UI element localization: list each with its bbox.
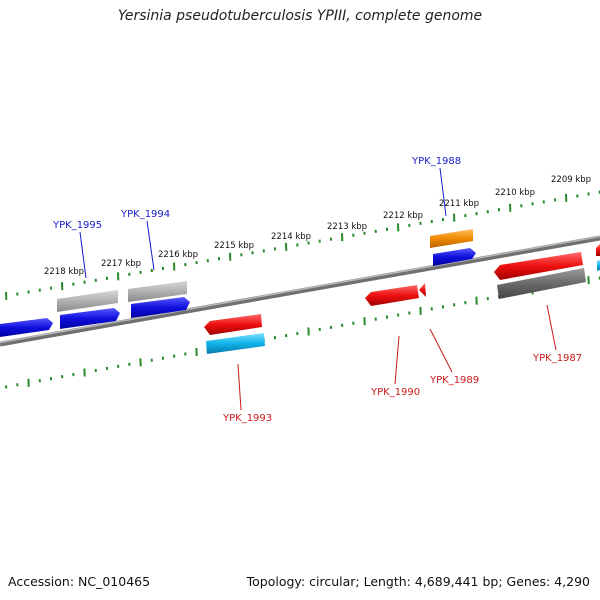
genome-backbone-highlight [0,235,600,344]
kbp-label: 2210 kbp [495,188,535,198]
gene-arrow[interactable] [0,318,53,337]
kbp-label: 2218 kbp [44,267,84,277]
outer-tick-ring [5,190,600,300]
kbp-label: 2211 kbp [439,199,479,209]
gene-label-ypk-1995[interactable]: YPK_1995 [52,220,102,231]
topology-text: Topology: circular; Length: 4,689,441 bp… [246,574,590,589]
reverse-genes [204,244,600,354]
gene-arrow-ypk-1987[interactable] [494,252,583,280]
kbp-label: 2212 kbp [383,211,423,221]
kbp-label: 2216 kbp [158,250,198,260]
kbp-label: 2213 kbp [327,222,367,232]
gene-labels: YPK_1995 YPK_1994 YPK_1988 YPK_1993 YPK_… [52,156,582,424]
leader-line [146,220,155,271]
gene-label-ypk-1990[interactable]: YPK_1990 [370,387,420,398]
leader-line [439,167,447,217]
leader-line [394,335,400,385]
gene-arrow[interactable] [128,281,187,302]
gene-arrow[interactable] [206,333,265,354]
gene-arrow-ypk-1995[interactable] [60,308,120,329]
leader-line [429,328,453,373]
leader-line [237,363,242,411]
kbp-label: 2209 kbp [551,175,591,185]
gene-arrow[interactable] [497,268,586,299]
gene-arrow[interactable] [57,290,118,312]
kbp-scale-labels: 2209 kbp 2210 kbp 2211 kbp 2212 kbp 2213… [44,175,591,277]
label-leader-lines [79,167,557,411]
kbp-label: 2214 kbp [271,232,311,242]
forward-genes [0,229,600,337]
gene-label-ypk-1988[interactable]: YPK_1988 [411,156,461,167]
gene-arrow-ypk-1993[interactable] [204,314,262,335]
leader-line [79,231,87,279]
accession-text: Accession: NC_010465 [8,574,151,589]
gene-arrow-ypk-1989[interactable] [419,283,426,297]
gene-label-ypk-1994[interactable]: YPK_1994 [120,209,170,220]
kbp-label: 2215 kbp [214,241,254,251]
map-title: Yersinia pseudotuberculosis YPIII, compl… [117,8,483,24]
gene-arrow[interactable] [596,244,600,256]
genome-backbone [0,235,600,347]
kbp-label: 2217 kbp [101,259,141,269]
gene-arrow[interactable] [433,248,476,266]
gene-label-ypk-1989[interactable]: YPK_1989 [429,375,479,386]
gene-arrow-ypk-1994[interactable] [131,297,190,318]
gene-arrow[interactable] [597,260,600,271]
leader-line [546,304,557,351]
gene-label-ypk-1993[interactable]: YPK_1993 [222,413,272,424]
gene-label-ypk-1987[interactable]: YPK_1987 [532,353,582,364]
gene-arrow-ypk-1990[interactable] [365,285,419,306]
gene-arrow-ypk-1988[interactable] [430,229,473,248]
